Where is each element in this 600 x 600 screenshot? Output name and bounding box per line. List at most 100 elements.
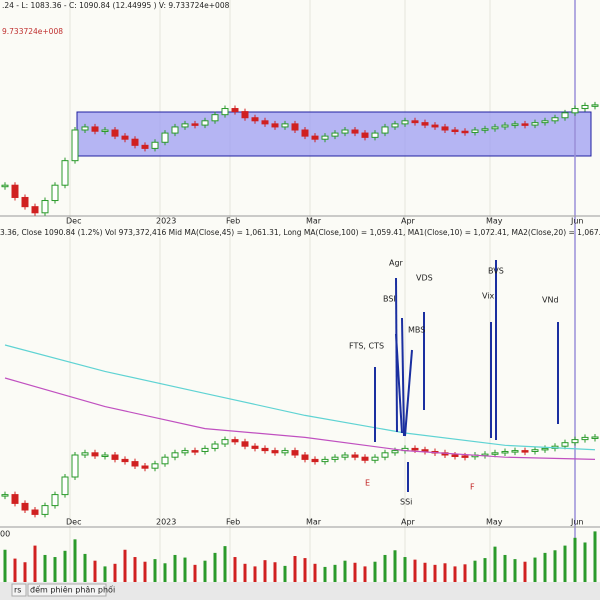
candle [591,104,599,107]
candle [461,455,469,458]
date-label: Jun [570,518,584,527]
volume-bar [273,562,277,582]
candle [381,126,389,134]
candle [571,439,579,444]
candle [571,108,579,114]
volume-bar [73,539,77,582]
volume-bar [443,563,447,582]
candle [31,206,39,214]
candle [521,123,529,126]
candle [411,120,419,124]
volume-info: 9.733724e+008 [2,27,63,36]
candle [301,454,309,460]
volume-bar [123,549,127,582]
candle [161,132,169,143]
candle [81,126,89,131]
annotation: FTS, CTS [349,342,384,351]
candle [241,111,249,119]
plot: Dec Dec 2023 2023 Feb Feb Mar Mar Apr Apr May May Ju… [1,101,599,582]
candle [91,452,99,457]
candle [51,184,59,202]
candle [121,135,129,140]
volume-bar [213,552,217,582]
candle [361,132,369,138]
date-label: Apr [401,518,416,527]
candle [71,129,79,162]
candle [281,450,289,454]
candle [141,144,149,149]
candle [191,123,199,126]
volume-bar [323,566,327,582]
volume-bar [543,552,547,582]
candle [441,126,449,131]
tab-label[interactable]: đếm phiên phân phối [30,585,115,595]
annotation: VNd [542,296,559,305]
price-info: .24 - L: 1083.36 - C: 1090.84 (12.44995 … [2,1,230,10]
volume-bar [483,558,487,582]
volume-bar [343,560,347,582]
candle [561,112,569,119]
candle [151,463,159,469]
candle [591,436,599,439]
candle [411,447,419,451]
volume-bar [573,537,577,582]
volume-bar [33,545,37,582]
candle [11,184,19,198]
moving-average [4,377,596,460]
volume-bar [553,550,557,582]
annotation: BSI [383,295,396,304]
date-label: Dec [66,217,81,226]
annotation: BVS [488,267,504,276]
candle [171,452,179,458]
candle [431,124,439,128]
candle [331,456,339,460]
candle [101,129,109,132]
candle [391,450,399,454]
candle [311,135,319,140]
candle [331,132,339,137]
tab[interactable] [27,583,107,597]
candle [491,126,499,130]
annotation: E [365,479,370,488]
volume-bar [383,554,387,582]
candle [451,454,459,457]
date-label: 2023 [156,518,176,527]
date-label: Feb [226,518,240,527]
candle [111,129,119,137]
candle [291,123,299,131]
moving-average [4,344,596,451]
volume-bar [23,562,27,582]
candle [221,439,229,445]
volume-bar [283,565,287,582]
candle [21,502,29,511]
candle [531,449,539,452]
candle [221,108,229,116]
volume-bar [413,559,417,582]
volume-bar [523,561,527,582]
candle [311,458,319,463]
candle [321,135,329,140]
volume-bar [583,542,587,582]
candle [551,117,559,122]
arrows [374,260,559,492]
volume-bar [533,557,537,582]
volume-bar [143,561,147,582]
annotation: Agr [389,259,404,268]
volume-bar [363,566,367,582]
candle [81,452,89,456]
volume-bar [403,557,407,582]
tab-label[interactable]: rs [14,586,21,595]
candle [541,447,549,451]
candle [181,123,189,128]
candle [181,450,189,454]
candle [541,120,549,124]
volume-axis-label: 00 [0,530,10,539]
volume-bar [43,554,47,582]
candle [301,129,309,137]
candle [351,129,359,134]
candle [391,123,399,128]
candle [71,454,79,478]
volume-bar [163,563,167,582]
tab[interactable] [11,583,27,597]
